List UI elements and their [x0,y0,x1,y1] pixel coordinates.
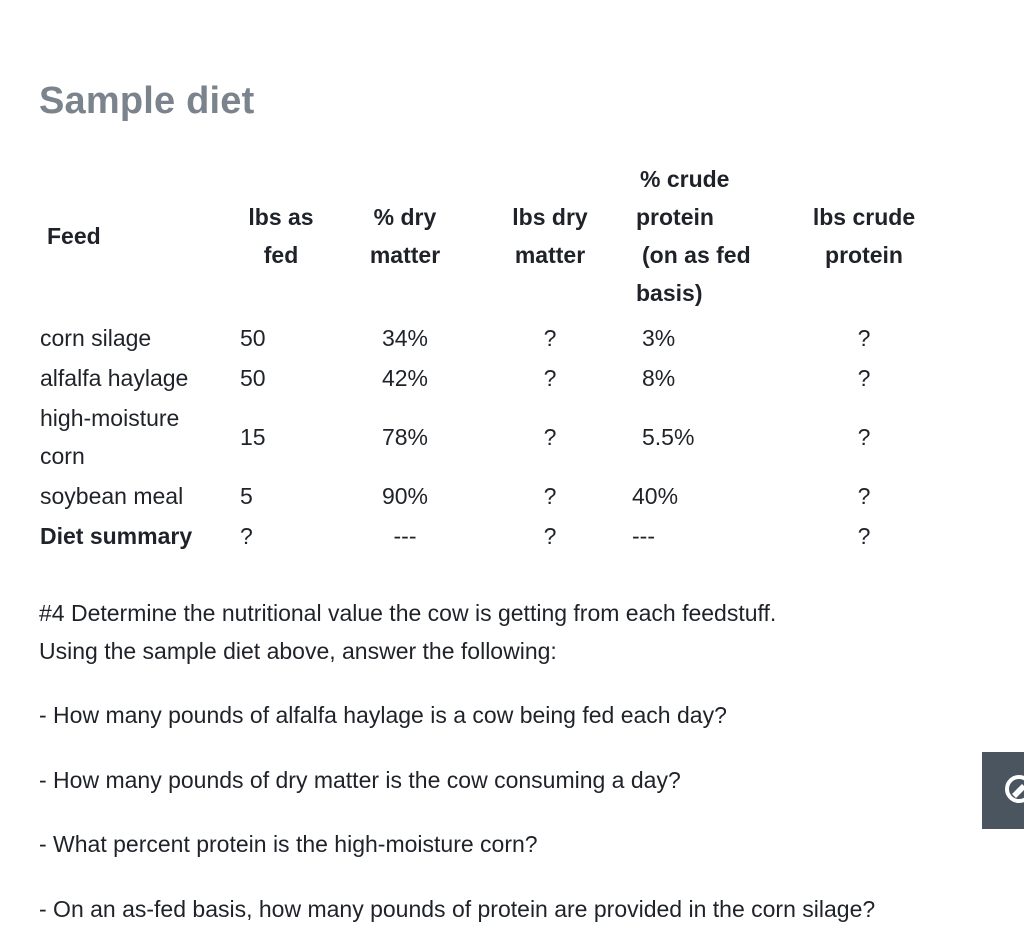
cell-pct-dm: 34% [381,325,429,351]
cell-feed: soybean meal [40,483,184,509]
table-row: high-moisture corn 15 78% ? 5.5% ? [28,398,938,476]
cell-pct-cp: 5.5% [642,424,695,450]
cell-pct-cp: 40% [632,483,679,509]
table-header-row: Feed lbs as fed % dry matter lbs dry mat… [28,160,938,318]
cell-pct-cp: 3% [642,325,676,351]
cell-pct-dm: --- [393,523,417,549]
cell-pct-dm: 90% [381,483,429,509]
cell-lbs-cp: ? [857,523,871,549]
header-feed: Feed [47,223,101,249]
cell-lbs-as-fed: 50 [240,365,266,391]
cell-lbs-as-fed: ? [240,523,253,549]
cell-lbs-cp: ? [857,424,871,450]
page-title: Sample diet [39,80,255,122]
cell-pct-dm: 42% [381,365,429,391]
table-row: alfalfa haylage 50 42% ? 8% ? [28,358,938,398]
cell-lbs-dm: ? [543,325,557,351]
header-pct-crude-protein: % crude protein (on as fed basis) [636,166,751,306]
cell-lbs-dm: ? [543,523,557,549]
header-lbs-crude-protein: lbs crude protein [812,204,916,268]
instructions-paragraph: #4 Determine the nutritional value the c… [39,594,776,670]
cell-lbs-dm: ? [543,483,557,509]
cell-feed: corn silage [40,325,152,351]
cell-pct-cp: 8% [642,365,676,391]
question-2: - How many pounds of dry matter is the c… [39,767,681,793]
cell-lbs-as-fed: 50 [240,325,266,351]
cell-pct-dm: 78% [381,424,429,450]
question-4: - On an as-fed basis, how many pounds of… [39,896,876,922]
header-lbs-as-fed: lbs as fed [248,204,314,268]
cell-lbs-cp: ? [857,483,871,509]
cell-feed: high-moisture corn [40,405,180,469]
header-pct-dry-matter: % dry matter [369,204,441,268]
cell-lbs-cp: ? [857,325,871,351]
cell-lbs-as-fed: 15 [240,424,266,450]
sample-diet-table: Feed lbs as fed % dry matter lbs dry mat… [28,160,938,556]
table-row: corn silage 50 34% ? 3% ? [28,318,938,358]
cell-lbs-cp: ? [857,365,871,391]
table-summary-row: Diet summary ? --- ? --- ? [28,516,938,556]
question-3: - What percent protein is the high-moist… [39,831,538,857]
instructions-line-2: Using the sample diet above, answer the … [39,638,557,664]
cell-lbs-as-fed: 5 [240,483,253,509]
cell-feed: alfalfa haylage [40,365,189,391]
edit-side-button[interactable] [982,752,1024,829]
cell-feed-summary: Diet summary [40,523,193,549]
instructions-line-1: #4 Determine the nutritional value the c… [39,600,777,626]
question-1: - How many pounds of alfalfa haylage is … [39,702,727,728]
cell-pct-cp: --- [632,523,655,549]
table-row: soybean meal 5 90% ? 40% ? [28,476,938,516]
cell-lbs-dm: ? [543,424,557,450]
pencil-icon [1005,775,1024,803]
cell-lbs-dm: ? [543,365,557,391]
header-lbs-dry-matter: lbs dry matter [512,204,588,268]
